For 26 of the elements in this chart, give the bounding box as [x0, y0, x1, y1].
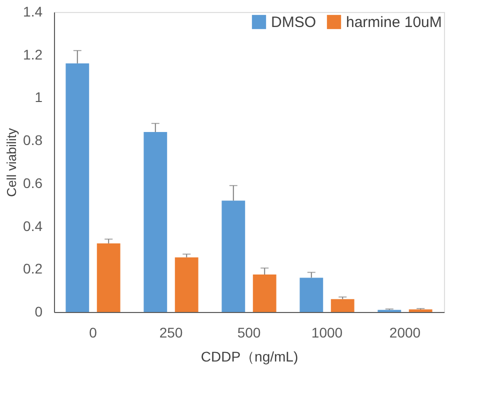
legend-label: DMSO	[271, 14, 316, 31]
x-tick-label: 2000	[389, 324, 421, 340]
bar	[252, 274, 276, 312]
bar	[408, 309, 432, 312]
y-tick-label: 0.2	[23, 260, 43, 277]
bar	[222, 200, 246, 312]
x-axis-title: CDDP（ng/mL)	[200, 348, 298, 364]
legend-label: harmine 10uM	[346, 14, 442, 31]
y-tick-label: 0.4	[23, 218, 43, 234]
bar	[174, 257, 198, 312]
x-tick-label: 1000	[311, 324, 343, 340]
y-tick-label: 1.2	[23, 46, 43, 62]
y-tick-label: 1.4	[23, 4, 43, 20]
x-tick-label: 250	[159, 324, 183, 340]
y-tick-label: 0	[34, 304, 43, 320]
y-tick-label: 0.8	[23, 132, 43, 148]
bar	[96, 243, 120, 312]
bar	[300, 278, 324, 312]
bar	[144, 132, 168, 312]
x-tick-label: 500	[237, 324, 261, 340]
y-axis-title: Cell viability	[4, 128, 20, 197]
x-tick-label: 0	[89, 324, 98, 340]
bar	[330, 299, 354, 312]
y-tick-label: 1	[34, 89, 43, 106]
bar	[66, 63, 90, 312]
y-tick-label: 0.6	[23, 174, 43, 191]
